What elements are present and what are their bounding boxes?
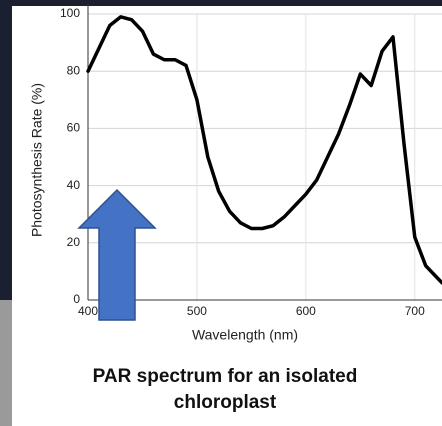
y-tick-label: 20	[67, 235, 81, 249]
plot-area: 0 20 40 60 80 100 400 500 600 700	[60, 4, 442, 318]
arrow	[77, 188, 157, 321]
x-axis-title: Wavelength (nm)	[192, 327, 298, 343]
x-tick-label: 400	[78, 304, 98, 318]
x-tick-label: 500	[187, 304, 207, 318]
caption: PAR spectrum for an isolated chloroplast	[92, 366, 358, 413]
x-tick-label: 700	[405, 304, 425, 318]
y-tick-label: 0	[73, 292, 80, 306]
y-tick-label: 100	[60, 6, 80, 20]
x-tick-label: 600	[296, 304, 316, 318]
chart-background	[12, 6, 442, 426]
y-tick-label: 60	[67, 121, 81, 135]
y-axis-title: Photosynthesis Rate (%)	[29, 83, 45, 237]
y-tick-label: 80	[67, 63, 81, 77]
line	[86, 15, 442, 285]
y-tick-label: 40	[67, 178, 81, 192]
background-image	[0, 300, 12, 426]
